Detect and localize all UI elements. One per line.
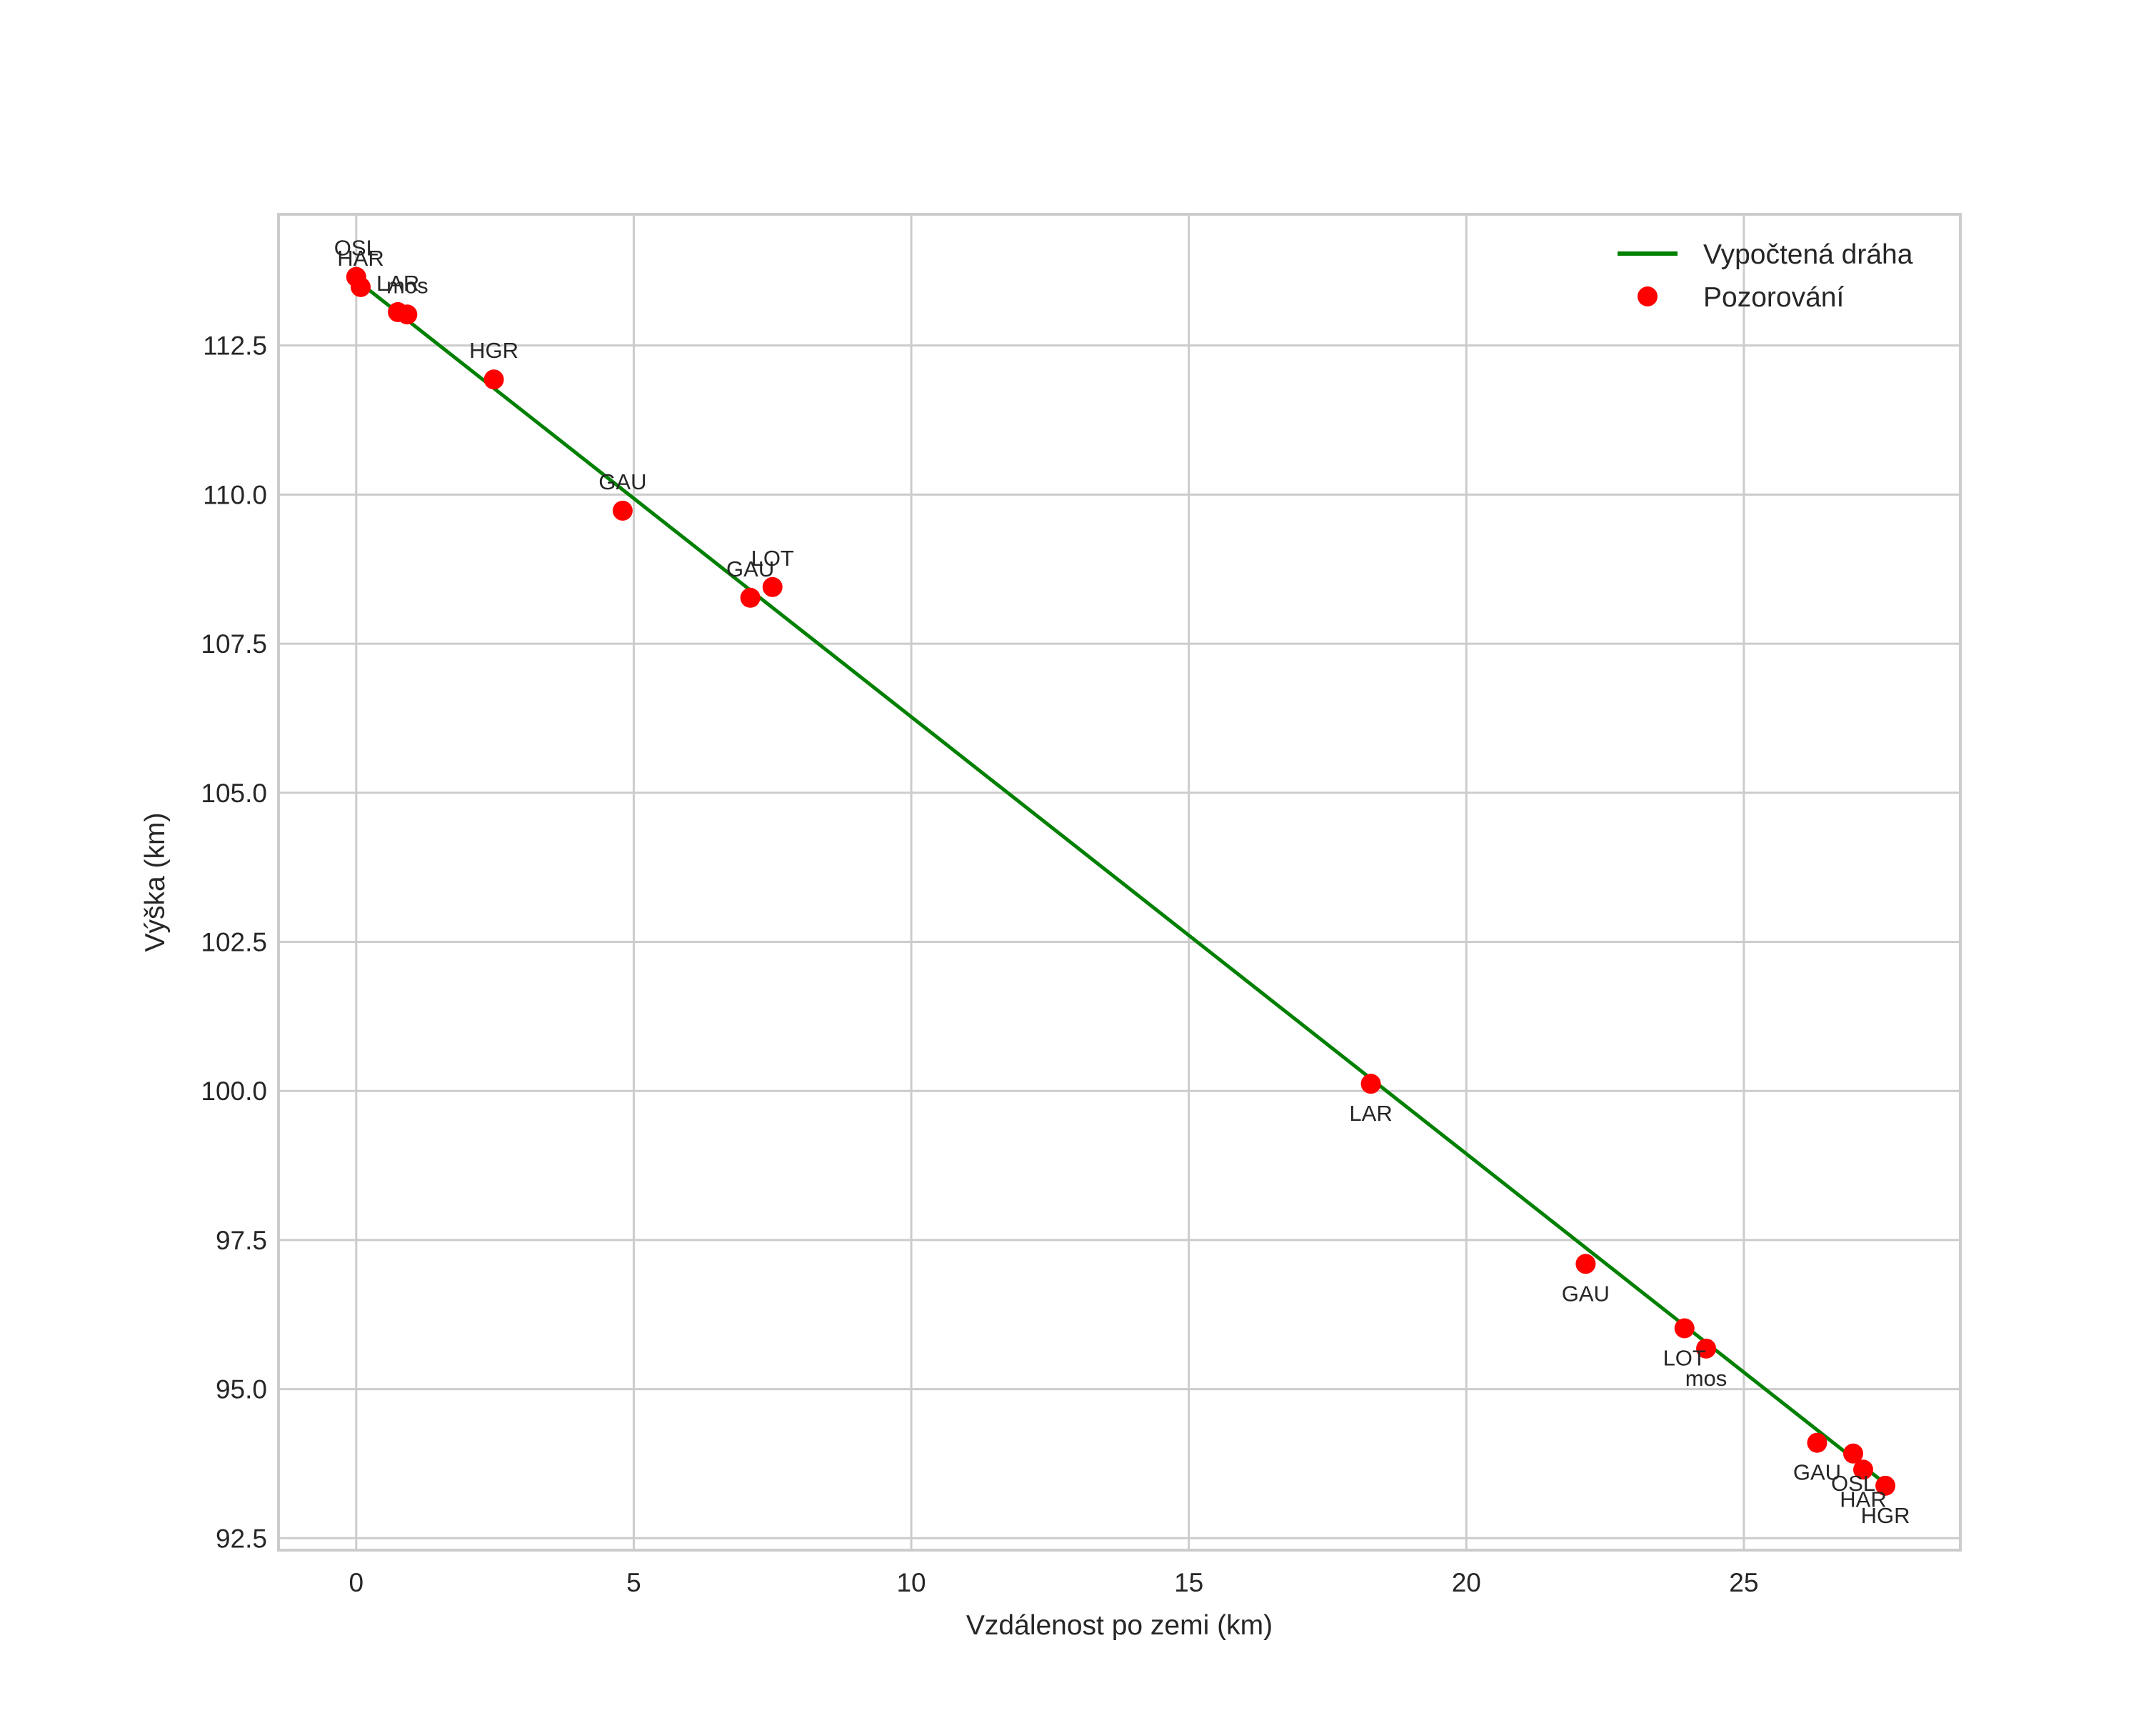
station-label: GAU xyxy=(726,556,774,581)
station-label: OSL xyxy=(334,236,378,261)
x-axis-label: Vzdálenost po zemi (km) xyxy=(966,1610,1273,1641)
station-label: OSL xyxy=(1831,1471,1875,1496)
x-tick-label: 5 xyxy=(626,1568,641,1597)
observation-dot xyxy=(1807,1432,1827,1453)
observation-points xyxy=(346,266,1896,1496)
y-axis-label: Výška (km) xyxy=(140,813,171,952)
x-axis-ticks: 0 5 10 15 20 25 xyxy=(349,1568,1759,1597)
observation-dot xyxy=(483,369,504,390)
station-label: LOT xyxy=(1663,1345,1706,1370)
y-tick-label: 95.0 xyxy=(216,1375,267,1404)
y-tick-label: 110.0 xyxy=(203,480,267,509)
station-labels: OSLHARLARmosHGRGAUGAULOTLARGAULOTmosGAUO… xyxy=(334,236,1910,1528)
grid-lines xyxy=(279,214,1960,1550)
observation-dot xyxy=(1696,1338,1717,1359)
station-label: mos xyxy=(386,273,428,298)
observation-dot xyxy=(740,587,761,608)
station-label: LAR xyxy=(1349,1101,1392,1126)
legend-dot-swatch xyxy=(1638,286,1658,306)
station-label: LAR xyxy=(376,271,419,296)
y-tick-label: 97.5 xyxy=(216,1226,267,1255)
station-label: HAR xyxy=(1840,1487,1886,1512)
station-label: GAU xyxy=(1562,1281,1610,1306)
station-label: GAU xyxy=(1793,1460,1841,1485)
observation-dot xyxy=(762,576,783,597)
observation-dot xyxy=(1674,1318,1695,1339)
legend-label-computed: Vypočtená dráha xyxy=(1703,239,1913,270)
observation-dot xyxy=(612,500,633,521)
station-label: GAU xyxy=(598,469,646,494)
y-tick-label: 105.0 xyxy=(201,779,267,808)
y-tick-label: 112.5 xyxy=(203,331,267,361)
legend: Vypočtená dráha Pozorování xyxy=(1618,239,1913,313)
y-tick-label: 92.5 xyxy=(216,1524,267,1553)
station-label: HGR xyxy=(469,338,518,363)
station-label: HGR xyxy=(1861,1503,1910,1528)
x-tick-label: 15 xyxy=(1174,1568,1203,1597)
observation-dot xyxy=(1360,1074,1381,1094)
station-label: mos xyxy=(1685,1366,1728,1391)
station-label: HAR xyxy=(337,246,383,271)
computed-trajectory-line xyxy=(355,278,1884,1483)
y-tick-label: 100.0 xyxy=(201,1077,267,1106)
x-tick-label: 25 xyxy=(1729,1568,1758,1597)
x-tick-label: 20 xyxy=(1452,1568,1481,1597)
y-axis-ticks: 92.5 95.0 97.5 100.0 102.5 105.0 107.5 110.0 112… xyxy=(201,331,267,1554)
observation-dot xyxy=(1875,1475,1896,1496)
y-tick-label: 102.5 xyxy=(201,927,267,957)
station-label: LOT xyxy=(751,546,794,571)
trajectory-line xyxy=(355,278,1884,1483)
observation-dot xyxy=(1842,1443,1863,1464)
observation-dot xyxy=(397,304,418,325)
observation-dot xyxy=(1575,1254,1596,1274)
x-tick-label: 10 xyxy=(896,1568,926,1597)
y-tick-label: 107.5 xyxy=(201,629,267,659)
legend-label-observations: Pozorování xyxy=(1703,282,1844,313)
observation-dot xyxy=(1852,1459,1873,1480)
x-tick-label: 0 xyxy=(349,1568,364,1597)
plot-frame xyxy=(277,213,1962,1552)
observation-dot xyxy=(351,276,371,297)
